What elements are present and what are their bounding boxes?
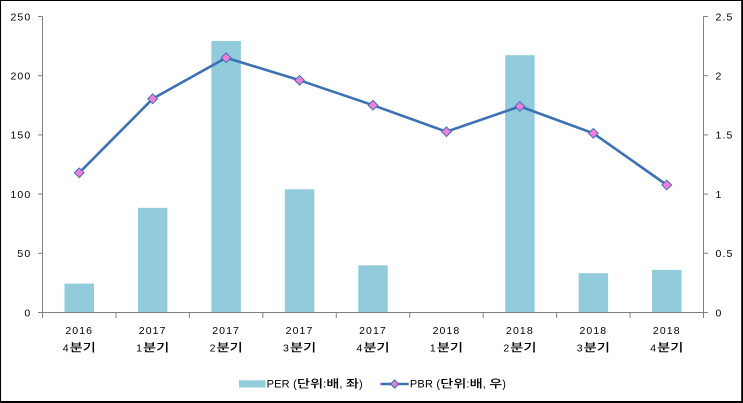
svg-text:0: 0 xyxy=(24,307,31,319)
svg-text:100: 100 xyxy=(10,189,31,201)
svg-text:2: 2 xyxy=(210,343,217,355)
svg-text:): ) xyxy=(359,379,363,391)
svg-text:4: 4 xyxy=(63,343,70,355)
svg-text:0: 0 xyxy=(716,307,723,319)
svg-text:2017: 2017 xyxy=(359,325,387,337)
svg-text:1: 1 xyxy=(136,343,143,355)
svg-text:): ) xyxy=(502,379,506,391)
svg-text:2018: 2018 xyxy=(433,325,461,337)
svg-text:2017: 2017 xyxy=(139,325,167,337)
svg-text:PER (: PER ( xyxy=(267,379,297,391)
svg-text:2018: 2018 xyxy=(506,325,534,337)
svg-text:0.5: 0.5 xyxy=(716,248,734,260)
svg-text:2018: 2018 xyxy=(653,325,681,337)
svg-text:2: 2 xyxy=(503,343,510,355)
svg-text:2017: 2017 xyxy=(286,325,314,337)
svg-text:1: 1 xyxy=(430,343,437,355)
svg-text:4: 4 xyxy=(650,343,657,355)
svg-text:50: 50 xyxy=(17,248,31,260)
svg-text:,: , xyxy=(483,379,486,391)
svg-text::: : xyxy=(323,379,326,391)
svg-text:1.5: 1.5 xyxy=(716,130,734,142)
svg-text:PBR (: PBR ( xyxy=(410,379,440,391)
svg-text:1: 1 xyxy=(716,189,723,201)
svg-text::: : xyxy=(466,379,469,391)
svg-text:250: 250 xyxy=(10,11,31,23)
svg-text:2018: 2018 xyxy=(579,325,607,337)
svg-text:3: 3 xyxy=(283,343,290,355)
svg-text:2.5: 2.5 xyxy=(716,11,734,23)
svg-text:4: 4 xyxy=(356,343,363,355)
svg-text:,: , xyxy=(339,379,342,391)
svg-text:2017: 2017 xyxy=(212,325,240,337)
svg-text:3: 3 xyxy=(577,343,584,355)
svg-text:2016: 2016 xyxy=(65,325,93,337)
svg-text:150: 150 xyxy=(10,130,31,142)
svg-text:2: 2 xyxy=(716,71,723,83)
svg-text:200: 200 xyxy=(10,71,31,83)
